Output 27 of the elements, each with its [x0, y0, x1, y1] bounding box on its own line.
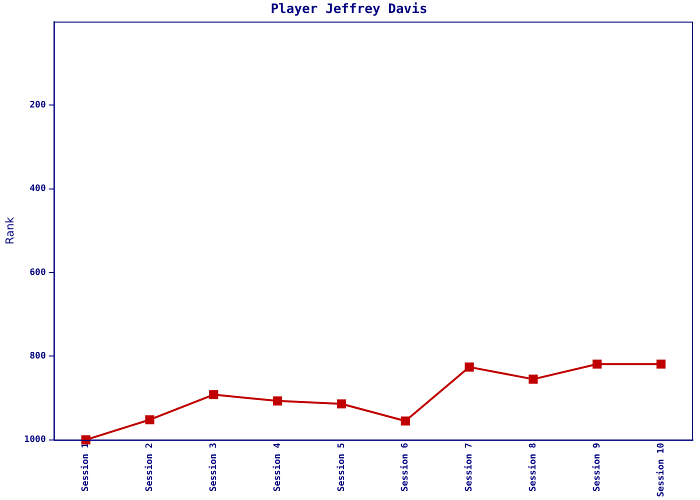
x-tick-label: Session 7 [464, 442, 475, 492]
point [656, 360, 666, 369]
x-tick-label: Session 1 [80, 442, 92, 492]
x-tick-label: Session 3 [208, 442, 219, 492]
x-tick-label: Session 6 [400, 442, 411, 492]
point [209, 390, 218, 400]
point [81, 435, 90, 444]
x-tick-label: Session 5 [336, 442, 347, 492]
x-tick-label: Session 9 [591, 442, 602, 492]
point [464, 362, 474, 372]
y-tick-label: 600 [30, 268, 46, 278]
y-tick-label: 800 [30, 352, 46, 362]
x-tick-label: Session 2 [144, 442, 156, 492]
x-tick-label: Session 8 [528, 442, 539, 492]
point [336, 399, 346, 408]
point [528, 374, 538, 384]
y-axis-title: Rank [3, 216, 16, 244]
x-tick-label: Session 4 [272, 442, 283, 492]
chart-title: Player Jeffrey Davis [270, 2, 428, 18]
point [400, 416, 410, 426]
y-tick-label: 400 [30, 184, 46, 194]
point [273, 396, 282, 406]
y-tick-label: 200 [30, 100, 46, 111]
point [592, 360, 602, 369]
x-tick-label: Session 10 [655, 442, 666, 498]
point [145, 415, 154, 424]
y-tick-label: 1000 [24, 435, 46, 446]
